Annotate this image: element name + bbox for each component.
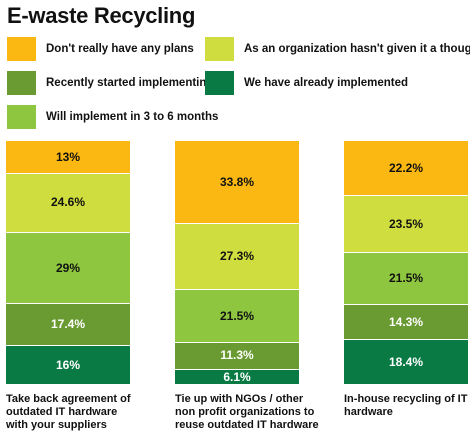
legend-item-no-plans: Don't really have any plans bbox=[7, 37, 194, 61]
bar-value-label: 21.5% bbox=[388, 271, 424, 286]
bar-segment bbox=[6, 172, 130, 233]
legend-item-3-to-6-months: Will implement in 3 to 6 months bbox=[7, 105, 218, 129]
bar-value-label: 33.8% bbox=[219, 175, 255, 190]
category-label-line: Take back agreement of bbox=[6, 393, 131, 405]
legend-label: Will implement in 3 to 6 months bbox=[46, 111, 219, 123]
legend-label: Recently started implementing bbox=[46, 77, 214, 89]
category-label-line: outdated IT hardware bbox=[6, 406, 118, 418]
bar-segment bbox=[175, 341, 299, 370]
bar-segment bbox=[6, 141, 130, 173]
bar-value-label: 29% bbox=[55, 260, 81, 275]
bar-segment bbox=[175, 223, 299, 290]
bar-segment bbox=[175, 289, 299, 342]
stacked-bar-take-back: 16% 17.4% 29% 24.6% 13% bbox=[6, 141, 130, 384]
bar-segment bbox=[175, 369, 299, 384]
category-label-line: non profit organizations to bbox=[175, 406, 315, 418]
bar-value-label: 23.5% bbox=[388, 216, 424, 231]
bar-value-label: 6.1% bbox=[223, 369, 251, 384]
legend-swatch bbox=[205, 71, 234, 95]
bar-value-label: 27.3% bbox=[219, 249, 255, 264]
legend-label: Don't really have any plans bbox=[46, 43, 194, 55]
bar-value-label: 18.4% bbox=[388, 354, 424, 369]
category-label-line: hardware bbox=[344, 406, 393, 418]
bar-segment bbox=[344, 304, 468, 340]
bar-value-label: 13% bbox=[55, 149, 81, 164]
legend-swatch bbox=[7, 37, 36, 61]
bar-value-label: 21.5% bbox=[219, 308, 255, 323]
bar-value-label: 17.4% bbox=[50, 316, 86, 331]
bar-segment bbox=[344, 252, 468, 305]
bar-segment bbox=[344, 141, 468, 195]
stacked-bar-in-house: 18.4% 14.3% 21.5% 23.5% 22.2% bbox=[344, 141, 468, 384]
bar-value-label: 11.3% bbox=[220, 348, 254, 363]
legend-item-already-implemented: We have already implemented bbox=[205, 71, 408, 95]
bar-segment bbox=[344, 339, 468, 384]
bar-value-label: 16% bbox=[55, 357, 81, 372]
bar-segment bbox=[6, 345, 130, 384]
legend-label: We have already implemented bbox=[244, 77, 409, 89]
bar-segment bbox=[344, 195, 468, 253]
bar-value-label: 22.2% bbox=[388, 161, 424, 175]
bar-segment bbox=[6, 302, 130, 346]
stacked-bar-ngo-tie-up: 6.1% 11.3% 21.5% 27.3% 33.8% bbox=[175, 141, 299, 384]
category-label-line: reuse outdated IT hardware bbox=[175, 419, 319, 431]
bar-value-label: 14.3% bbox=[388, 314, 424, 329]
bar-value-label: 24.6% bbox=[50, 195, 86, 210]
legend-item-recently-started: Recently started implementing bbox=[7, 71, 213, 95]
category-label-line: Tie up with NGOs / other bbox=[175, 393, 304, 405]
legend-swatch bbox=[7, 71, 36, 95]
category-label-take-back: Take back agreement of outdated IT hardw… bbox=[6, 393, 176, 432]
legend-label: As an organization hasn't given it a tho… bbox=[244, 43, 470, 55]
category-label-line: In-house recycling of IT bbox=[344, 393, 468, 405]
legend-item-no-thought: As an organization hasn't given it a tho… bbox=[205, 37, 470, 61]
category-label-ngo-tie-up: Tie up with NGOs / other non profit orga… bbox=[175, 393, 345, 432]
category-label-in-house: In-house recycling of IT hardware bbox=[344, 393, 470, 419]
chart-title: E-waste Recycling bbox=[7, 3, 196, 28]
legend-swatch bbox=[205, 37, 234, 61]
bar-segment bbox=[6, 232, 130, 303]
legend-swatch bbox=[7, 105, 36, 129]
category-label-line: with your suppliers bbox=[6, 419, 107, 431]
bar-segment bbox=[175, 141, 299, 224]
